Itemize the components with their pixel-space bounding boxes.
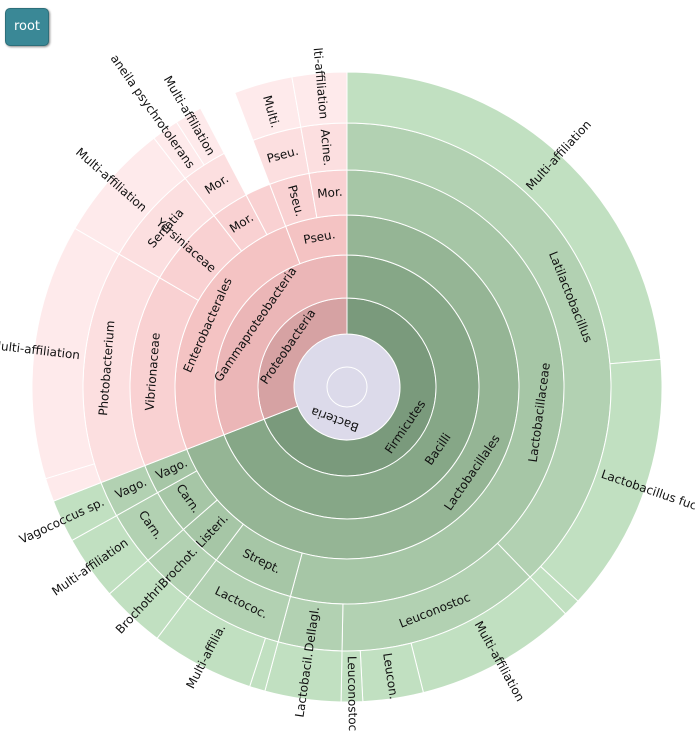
segment (175, 107, 225, 166)
segment-label: Pseu. (302, 227, 336, 247)
segment-label: Leuconostoc (345, 656, 360, 731)
center-ring (326, 366, 368, 408)
segment-label: Acine. (318, 129, 335, 167)
segment-label: Leucon. (380, 652, 401, 700)
segment-label: lti-affiliation (311, 47, 331, 120)
root-button[interactable]: root (5, 8, 49, 46)
segment-label: Dellagl. (302, 606, 322, 653)
segment (291, 71, 348, 128)
segment-label: Vibrionaceae (143, 332, 163, 411)
segment-label: Mor. (317, 185, 343, 201)
